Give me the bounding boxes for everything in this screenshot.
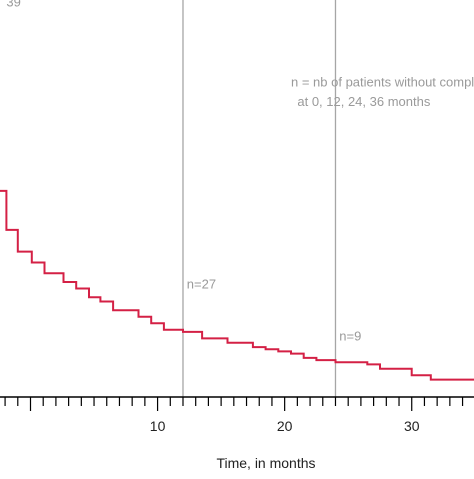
x-tick-label: 30 bbox=[404, 418, 420, 434]
annotations: 39 n=27 n=9 n = nb of patients without comp… bbox=[6, 0, 474, 344]
annotation-1: n=27 bbox=[187, 277, 216, 292]
survival-curve-group bbox=[0, 189, 474, 381]
x-axis: 10 20 30 bbox=[0, 396, 474, 434]
annotation-0: 39 bbox=[6, 0, 20, 9]
annotation-3: n = nb of patients without complication bbox=[291, 75, 474, 90]
annotation-2: n=9 bbox=[339, 329, 361, 344]
x-tick-label: 20 bbox=[277, 418, 293, 434]
annotation-4: at 0, 12, 24, 36 months bbox=[297, 94, 430, 109]
x-axis-title: Time, in months bbox=[216, 455, 315, 471]
survival-curve bbox=[0, 189, 474, 381]
x-tick-label: 10 bbox=[150, 418, 166, 434]
